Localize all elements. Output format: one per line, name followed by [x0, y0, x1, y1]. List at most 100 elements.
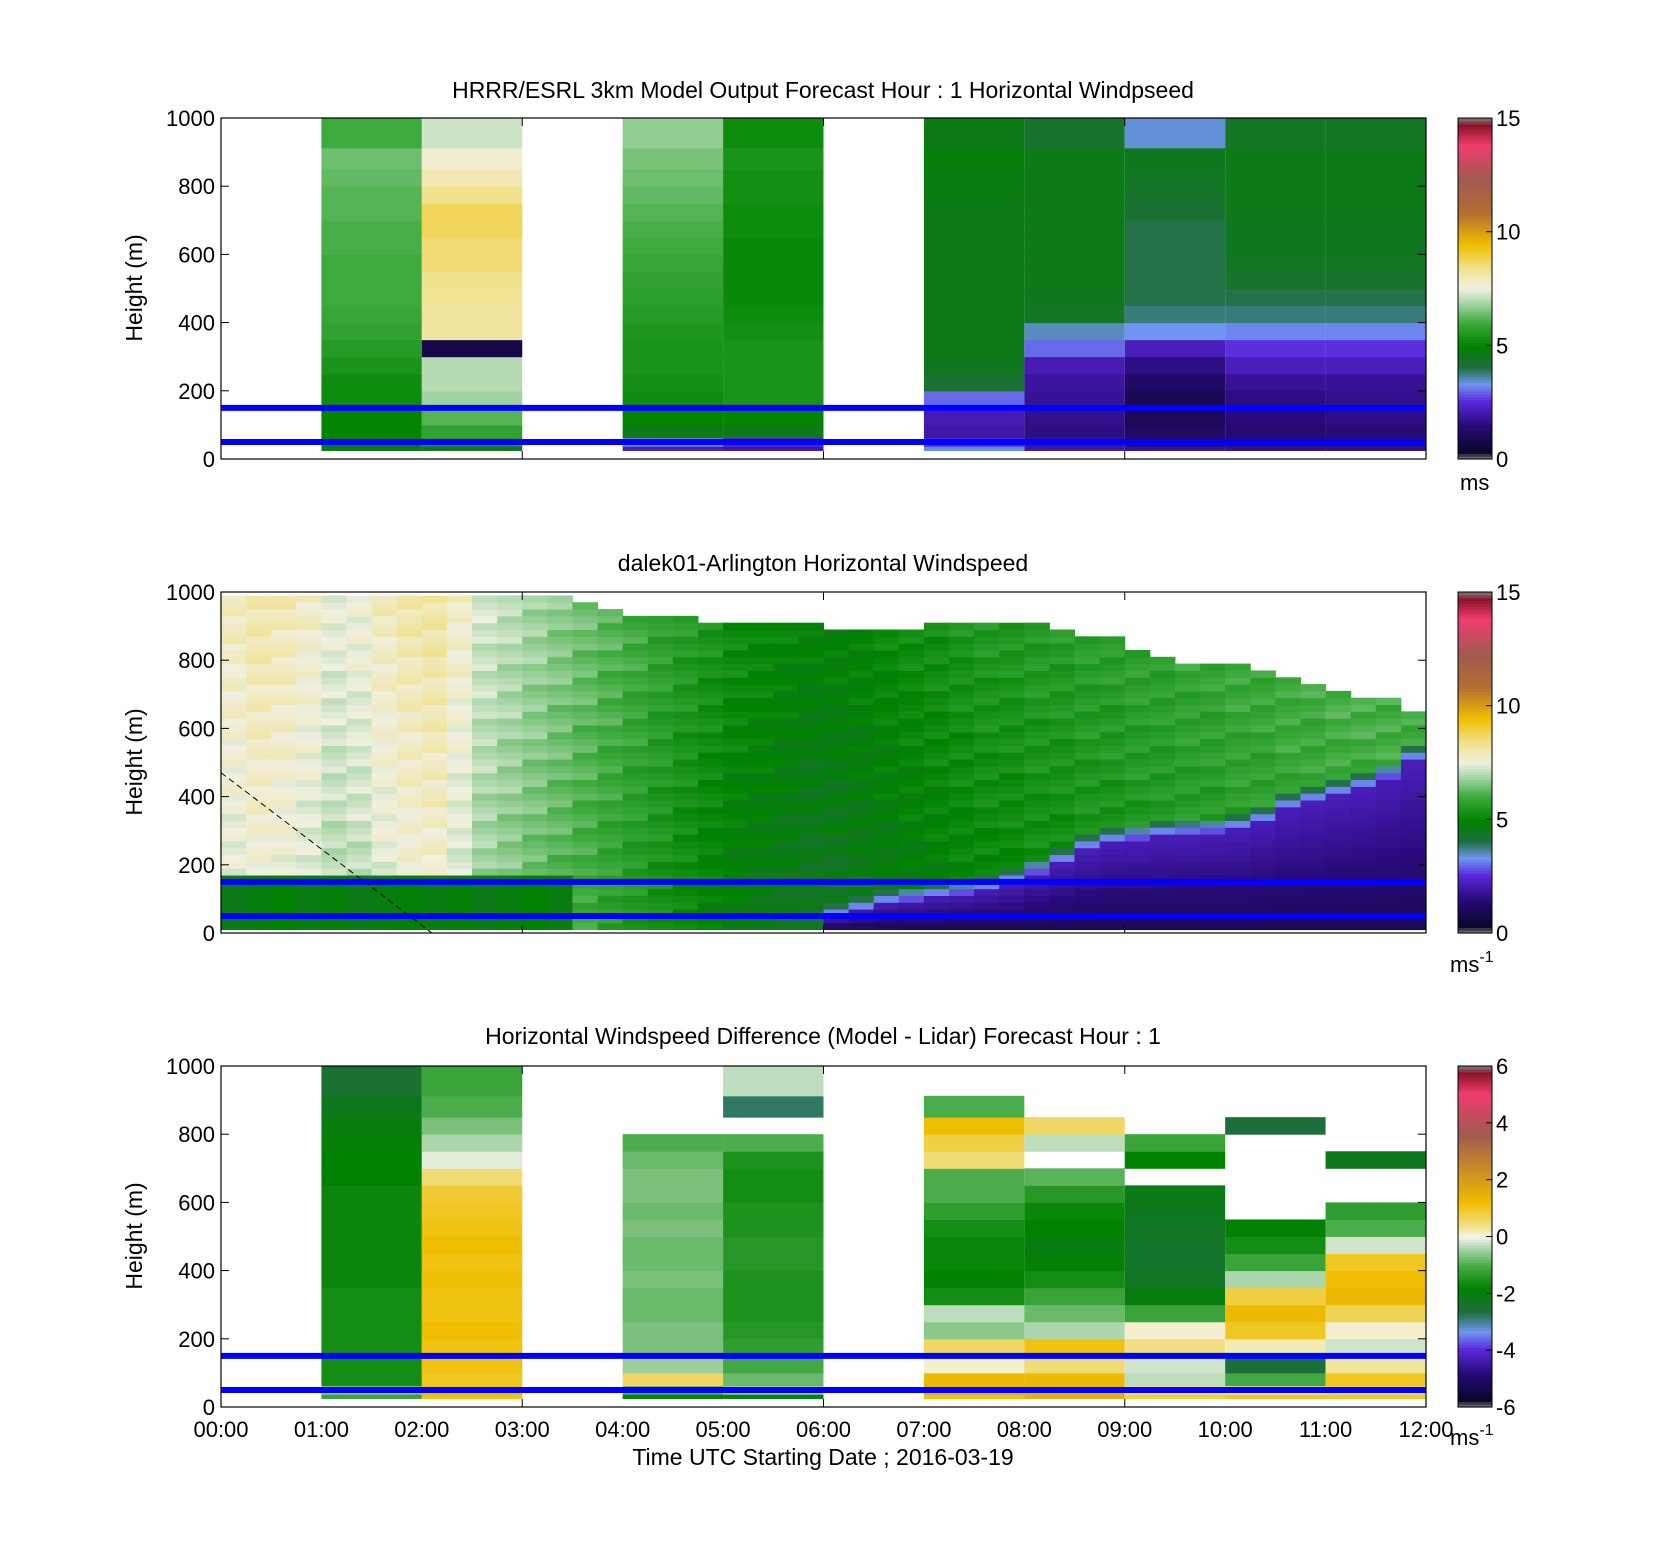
heatmap-cell: [1275, 745, 1301, 753]
heatmap-cell: [396, 663, 423, 671]
heatmap-cell: [1350, 915, 1377, 924]
heatmap-cell: [446, 656, 473, 665]
heatmap-cell: [1400, 772, 1426, 781]
heatmap-cell: [672, 711, 699, 719]
heatmap-cell: [949, 711, 975, 719]
heatmap-cell: [421, 1394, 523, 1399]
heatmap-cell: [1275, 868, 1301, 876]
heatmap-cell: [321, 731, 348, 740]
colorbar-segment: [1458, 594, 1492, 599]
heatmap-cell: [421, 861, 448, 869]
heatmap-cell: [472, 847, 498, 856]
heatmap-cell: [346, 738, 373, 746]
heatmap-cell: [321, 752, 348, 760]
heatmap-cell: [1200, 779, 1226, 787]
heatmap-cell: [1375, 697, 1402, 706]
colorbar-segment: [1458, 1165, 1492, 1169]
heatmap-cell: [823, 643, 850, 651]
heatmap-cell: [1275, 718, 1301, 726]
heatmap-cell: [697, 840, 724, 849]
heatmap-cell: [522, 622, 548, 631]
heatmap-cell: [1049, 663, 1076, 671]
heatmap-cell: [999, 840, 1025, 849]
heatmap-cell: [949, 745, 975, 753]
heatmap-cell: [1149, 745, 1176, 753]
heatmap-cell: [823, 711, 850, 719]
heatmap-cell: [246, 793, 272, 801]
colorbar-segment: [1458, 697, 1492, 701]
heatmap-cell: [1024, 1372, 1125, 1387]
y-tick-label: 600: [178, 716, 215, 741]
heatmap-cell: [421, 288, 523, 307]
heatmap-cell: [898, 806, 925, 815]
heatmap-cell: [271, 847, 297, 856]
colorbar-segment: [1458, 654, 1492, 658]
heatmap-cell: [1300, 875, 1327, 883]
heatmap-cell: [923, 738, 950, 746]
heatmap-cell: [1024, 840, 1050, 849]
heatmap-cell: [572, 684, 599, 692]
heatmap-cell: [748, 629, 774, 637]
heatmap-cell: [1124, 704, 1151, 712]
heatmap-cell: [246, 656, 272, 665]
heatmap-cell: [1149, 793, 1176, 801]
heatmap-cell: [296, 697, 322, 706]
heatmap-cell: [221, 895, 247, 903]
heatmap-cell: [848, 677, 875, 685]
heatmap-cell: [798, 636, 824, 644]
heatmap-cell: [1300, 772, 1327, 781]
heatmap-cell: [923, 888, 950, 896]
heatmap-cell: [421, 390, 523, 409]
heatmap-cell: [873, 684, 900, 692]
heatmap-cell: [246, 847, 272, 856]
heatmap-cell: [246, 677, 272, 685]
y-tick-label: 400: [178, 1259, 215, 1284]
heatmap-cell: [346, 704, 373, 712]
heatmap-cell: [472, 881, 498, 890]
heatmap-cell: [371, 813, 398, 821]
heatmap-cell: [1174, 711, 1201, 719]
heatmap-cell: [1200, 704, 1226, 712]
colorbar-segment: [1458, 643, 1492, 647]
heatmap-cell: [522, 690, 548, 699]
heatmap-cell: [371, 670, 398, 678]
colorbar-segment: [1458, 1142, 1492, 1147]
heatmap-cell: [1225, 1236, 1326, 1255]
heatmap-cell: [1174, 888, 1201, 896]
heatmap-cell: [1225, 1253, 1326, 1272]
heatmap-cell: [547, 615, 573, 624]
heatmap-cell: [1200, 765, 1226, 774]
heatmap-cell: [1225, 424, 1326, 439]
heatmap-cell: [1074, 731, 1101, 740]
heatmap-cell: [1325, 697, 1352, 706]
heatmap-cell: [723, 786, 749, 794]
heatmap-cell: [1325, 1236, 1426, 1255]
heatmap-cell: [848, 888, 875, 896]
heatmap-cell: [723, 663, 749, 671]
heatmap-cell: [497, 711, 523, 719]
heatmap-cell: [246, 827, 272, 835]
heatmap-cell: [1124, 220, 1226, 238]
heatmap-cell: [321, 220, 422, 238]
colorbar-segment: [1458, 237, 1492, 241]
heatmap-cell: [1074, 690, 1101, 699]
heatmap-cell: [1325, 765, 1352, 774]
heatmap-cell: [1225, 1338, 1326, 1357]
heatmap-cell: [1099, 861, 1126, 869]
heatmap-cell: [271, 697, 297, 706]
heatmap-cell: [1074, 772, 1101, 781]
heatmap-cell: [1149, 786, 1176, 794]
heatmap-cell: [396, 690, 423, 699]
heatmap-cell: [572, 922, 599, 931]
heatmap-cell: [848, 670, 875, 678]
heatmap-cell: [421, 636, 448, 644]
colorbar-segment: [1458, 1392, 1492, 1397]
heatmap-cell: [246, 868, 272, 876]
heatmap-cell: [923, 793, 950, 801]
heatmap-cell: [873, 697, 900, 706]
heatmap-cell: [221, 677, 247, 685]
heatmap-cell: [321, 765, 348, 774]
heatmap-cell: [723, 656, 749, 665]
heatmap-cell: [371, 820, 398, 828]
heatmap-cell: [446, 765, 473, 774]
